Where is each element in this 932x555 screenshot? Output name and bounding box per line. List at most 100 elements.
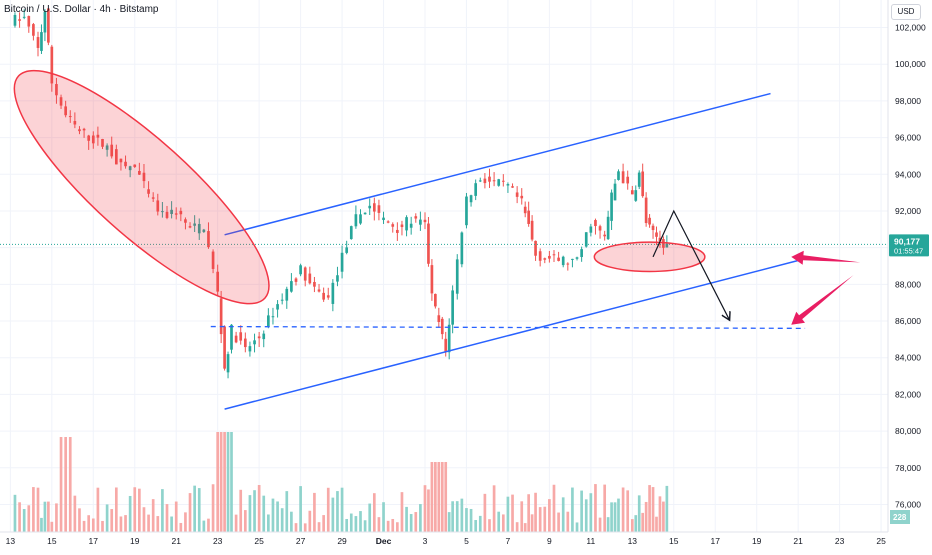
volume-bar bbox=[460, 498, 464, 532]
candle-body bbox=[133, 164, 137, 167]
candle-body bbox=[47, 8, 50, 43]
candle-body bbox=[630, 190, 634, 195]
candle-body bbox=[243, 338, 247, 348]
grid bbox=[0, 0, 888, 532]
volume-bar bbox=[543, 506, 547, 532]
candle-body bbox=[523, 206, 527, 214]
candle-body bbox=[603, 234, 607, 237]
volume-bar bbox=[665, 485, 669, 532]
volume-bar bbox=[230, 432, 233, 532]
volume-bar bbox=[552, 484, 556, 532]
volume-bar bbox=[105, 504, 109, 532]
candle-body bbox=[110, 144, 114, 157]
candle-body bbox=[460, 232, 464, 265]
volume-bar bbox=[13, 494, 17, 532]
candle-body bbox=[396, 229, 399, 233]
candle-body bbox=[386, 221, 390, 223]
candle-body bbox=[430, 265, 434, 294]
volume-bar bbox=[527, 494, 530, 532]
volume-bar bbox=[506, 496, 510, 532]
candle-body bbox=[59, 97, 63, 106]
volume-bar bbox=[226, 432, 230, 532]
candle-body bbox=[469, 195, 473, 203]
time-tick-label: 25 bbox=[254, 536, 264, 546]
volume-bar bbox=[637, 495, 641, 532]
candle-body bbox=[68, 116, 72, 118]
candle-body bbox=[447, 324, 451, 353]
pink-arrow bbox=[791, 275, 854, 325]
candle-body bbox=[114, 149, 118, 165]
volume-bar bbox=[655, 516, 658, 532]
volume-bar bbox=[147, 514, 150, 532]
currency-button[interactable]: USD bbox=[891, 4, 921, 20]
volume-bar bbox=[96, 487, 100, 532]
volume-bar bbox=[414, 512, 418, 532]
candle-body bbox=[575, 257, 579, 259]
volume-bar bbox=[151, 499, 155, 532]
time-axis-bg bbox=[0, 532, 932, 550]
price-tick-label: 82,000 bbox=[895, 389, 921, 399]
volume-value: 228 bbox=[893, 513, 907, 522]
volume-bar bbox=[207, 518, 210, 532]
candle-body bbox=[437, 315, 441, 323]
candle-body bbox=[651, 225, 655, 231]
candle-body bbox=[91, 135, 95, 144]
candle-body bbox=[230, 324, 233, 350]
time-tick-label: 23 bbox=[835, 536, 845, 546]
candle-body bbox=[128, 166, 132, 171]
volume-bar bbox=[469, 508, 473, 532]
candle-body bbox=[359, 214, 362, 224]
candle-body bbox=[290, 281, 293, 292]
time-axis: 13 15 17 19 21 23 25 27 29 Dec 3 5 7 9 11 13 15 17 19 21 23 2… bbox=[0, 531, 932, 550]
volume-bar bbox=[598, 517, 602, 532]
volume-bar bbox=[444, 462, 448, 532]
volume-bar bbox=[391, 518, 395, 532]
time-tick-label: 17 bbox=[711, 536, 721, 546]
volume-bar bbox=[440, 462, 444, 532]
volume-bar bbox=[110, 509, 114, 532]
volume-bar bbox=[239, 489, 243, 532]
candle-body bbox=[530, 220, 534, 240]
volume-bar bbox=[372, 493, 376, 532]
candle-body bbox=[613, 183, 617, 201]
candle-body bbox=[322, 292, 325, 300]
candle-body bbox=[520, 195, 524, 199]
volume-bar bbox=[22, 509, 26, 532]
volume-bar bbox=[280, 508, 284, 532]
volume-bar bbox=[606, 517, 610, 532]
candle-body bbox=[308, 273, 312, 284]
volume-bar bbox=[18, 502, 21, 532]
candle-body bbox=[527, 210, 530, 224]
volume-bar bbox=[340, 487, 344, 532]
candle-body bbox=[405, 217, 408, 231]
candle-body bbox=[606, 216, 610, 240]
candle-body bbox=[501, 180, 505, 182]
candle-body bbox=[179, 210, 183, 215]
volume-bar bbox=[621, 487, 625, 532]
candle-body bbox=[211, 251, 215, 269]
time-tick-label: 7 bbox=[506, 536, 511, 546]
candle-body bbox=[331, 282, 335, 304]
volume-bar bbox=[124, 515, 127, 532]
candle-body bbox=[641, 171, 645, 197]
candle-body bbox=[382, 217, 385, 221]
volume-bar bbox=[82, 520, 86, 532]
volume-bar bbox=[377, 517, 381, 532]
candle-body bbox=[455, 259, 459, 294]
candle-countdown: 01:55:47 bbox=[894, 246, 923, 255]
volume-bar bbox=[161, 489, 164, 532]
volume-bar bbox=[336, 491, 339, 532]
volume-bar bbox=[78, 508, 81, 532]
candle-body bbox=[548, 255, 551, 259]
candle-body bbox=[82, 128, 86, 131]
volume-bar bbox=[396, 522, 399, 532]
candle-body bbox=[377, 205, 381, 213]
candle-body bbox=[285, 288, 289, 301]
candle-body bbox=[105, 145, 109, 150]
highlight-ellipse-range bbox=[593, 241, 706, 273]
volume-bar bbox=[644, 501, 648, 532]
candle-body bbox=[147, 189, 150, 194]
candle-body bbox=[534, 240, 537, 256]
